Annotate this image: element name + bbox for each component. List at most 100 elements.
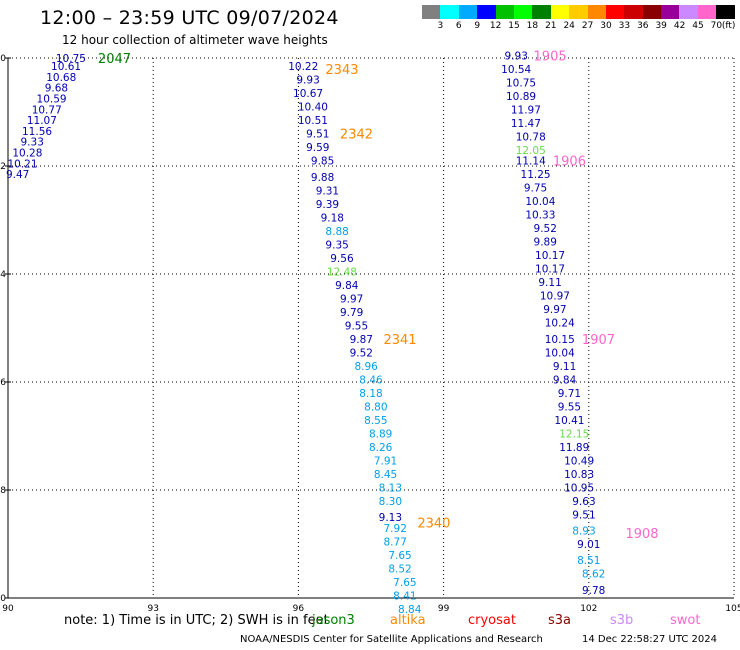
data-label: 10.04 bbox=[545, 347, 575, 359]
pass-label: 1906 bbox=[553, 155, 586, 170]
colorbar-label: 39 bbox=[655, 21, 667, 31]
data-label: 8.52 bbox=[388, 563, 411, 575]
data-label: 10.59 bbox=[37, 94, 67, 106]
data-label: 9.33 bbox=[21, 137, 44, 149]
colorbar-label: 12 bbox=[489, 21, 502, 31]
data-label: 8.62 bbox=[582, 569, 605, 581]
y-tick-label: -24 bbox=[0, 270, 6, 280]
data-label: 10.75 bbox=[506, 77, 536, 89]
data-label: 9.35 bbox=[325, 239, 348, 251]
pass-label: 1908 bbox=[625, 527, 658, 542]
colorbar-label: 42 bbox=[673, 21, 686, 31]
data-label: 10.22 bbox=[288, 61, 318, 73]
credit-text: NOAA/NESDIS Center for Satellite Applica… bbox=[240, 634, 543, 645]
colorbar-label: 33 bbox=[618, 21, 631, 31]
pass-label: 2047 bbox=[98, 52, 131, 67]
data-label: 7.65 bbox=[388, 550, 411, 562]
chart-subtitle: 12 hour collection of altimeter wave hei… bbox=[62, 33, 328, 47]
data-label: 11.14 bbox=[516, 156, 546, 168]
data-label: 8.51 bbox=[577, 555, 600, 567]
data-label: 9.68 bbox=[45, 83, 68, 95]
data-label: 10.75 bbox=[56, 53, 86, 65]
data-label: 12.48 bbox=[327, 266, 357, 278]
data-label: 9.52 bbox=[350, 347, 373, 359]
data-label: 10.40 bbox=[298, 102, 328, 114]
satellite-legend-item: s3a bbox=[548, 613, 572, 628]
colorbar-label: 70 bbox=[710, 21, 723, 31]
colorbar-swatch bbox=[422, 5, 441, 19]
data-label: 9.13 bbox=[379, 512, 402, 524]
data-label: 8.45 bbox=[374, 469, 397, 481]
colorbar-swatch bbox=[495, 5, 514, 19]
data-label: 9.55 bbox=[558, 401, 581, 413]
pass-label: 1905 bbox=[534, 49, 567, 64]
data-label: 10.97 bbox=[540, 291, 570, 303]
data-label: 9.63 bbox=[572, 496, 595, 508]
colorbar-label: (ft) bbox=[721, 21, 736, 31]
data-label: 10.17 bbox=[535, 264, 565, 276]
colorbar-label: 27 bbox=[581, 21, 594, 31]
colorbar-label: 9 bbox=[474, 21, 481, 31]
colorbar-swatch bbox=[697, 5, 717, 19]
data-label: 10.68 bbox=[46, 72, 76, 84]
data-label: 10.49 bbox=[564, 455, 594, 467]
satellite-legend-item: cryosat bbox=[468, 613, 516, 628]
data-label: 8.26 bbox=[369, 442, 393, 454]
data-label: 7.92 bbox=[384, 523, 407, 535]
colorbar-label: 21 bbox=[545, 21, 557, 31]
data-label: 12.05 bbox=[516, 145, 546, 157]
data-label: 9.18 bbox=[321, 212, 344, 224]
pass-label: 2340 bbox=[417, 516, 450, 531]
data-label: 10.41 bbox=[554, 415, 584, 427]
data-label: 9.01 bbox=[577, 539, 600, 551]
generated-timestamp: 14 Dec 22:58:27 UTC 2024 bbox=[582, 634, 717, 645]
colorbar-swatch bbox=[642, 5, 662, 19]
data-label: 9.85 bbox=[311, 156, 334, 168]
satellite-legend-item: s3b bbox=[610, 613, 634, 628]
data-label: 8.84 bbox=[398, 604, 422, 616]
data-label: 11.47 bbox=[511, 118, 541, 130]
colorbar-label: 36 bbox=[637, 21, 649, 31]
colorbar-swatch bbox=[587, 5, 606, 19]
data-label: 8.55 bbox=[364, 415, 387, 427]
footer-note: note: 1) Time is in UTC; 2) SWH is in fe… bbox=[64, 613, 329, 628]
color-legend bbox=[422, 5, 735, 19]
data-label: 9.78 bbox=[582, 585, 605, 597]
y-tick-label: -26 bbox=[0, 378, 6, 388]
data-label: 9.47 bbox=[6, 169, 29, 181]
y-tick-label: -20 bbox=[0, 54, 6, 64]
pass-label: 2341 bbox=[383, 333, 416, 348]
data-label: 9.75 bbox=[524, 183, 547, 195]
data-label: 11.97 bbox=[511, 104, 541, 116]
data-label: 9.97 bbox=[543, 304, 566, 316]
data-label: 9.87 bbox=[350, 334, 373, 346]
data-label: 9.79 bbox=[340, 307, 363, 319]
x-tick-label: 96 bbox=[293, 604, 305, 614]
colorbar-swatch bbox=[661, 5, 680, 19]
data-label: 9.88 bbox=[311, 172, 334, 184]
satellite-legend-item: swot bbox=[670, 613, 701, 628]
pass-labels: 2047 2343 2342 2341 2340 1905 1906 1907 1908 bbox=[98, 49, 659, 542]
colorbar-swatch bbox=[550, 5, 570, 19]
data-label: 11.89 bbox=[559, 442, 589, 454]
chart-title: 12:00 – 23:59 UTC 09/07/2024 bbox=[40, 7, 339, 29]
x-tick-label: 102 bbox=[580, 604, 597, 614]
colorbar-swatch bbox=[513, 5, 533, 19]
data-label: 9.39 bbox=[316, 199, 339, 211]
data-label: 9.56 bbox=[330, 253, 354, 265]
y-tick-label: -28 bbox=[0, 486, 6, 496]
colorbar-label: 18 bbox=[526, 21, 539, 31]
data-label: 10.54 bbox=[501, 64, 531, 76]
data-label: 8.46 bbox=[359, 374, 383, 386]
tick-labels: 90 93 96 99 102 105 -20 -22 -24 -26 -28 -30 bbox=[0, 54, 740, 614]
data-label: 8.89 bbox=[369, 428, 392, 440]
data-labels: 10.7510.6110.689.6810.5910.7711.0711.569… bbox=[6, 50, 605, 616]
colorbar-swatch bbox=[532, 5, 551, 19]
axes bbox=[5, 57, 734, 599]
data-label: 9.11 bbox=[553, 361, 576, 373]
colorbar-swatch bbox=[458, 5, 478, 19]
colorbar-swatch bbox=[440, 5, 459, 19]
data-label: 9.51 bbox=[572, 509, 595, 521]
data-label: 9.84 bbox=[553, 374, 577, 386]
x-tick-label: 105 bbox=[725, 604, 740, 614]
